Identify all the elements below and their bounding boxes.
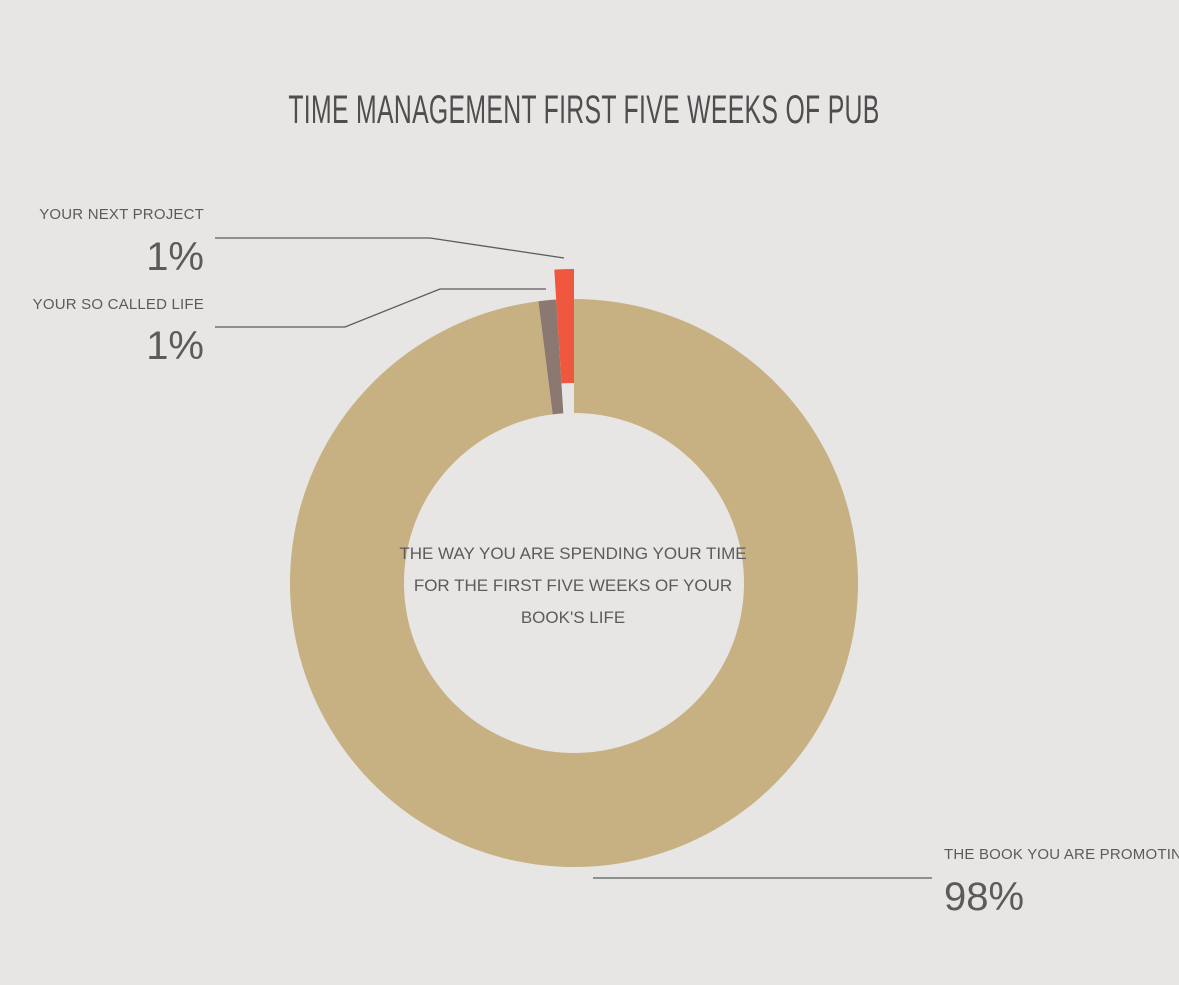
label-book-promoting: THE BOOK YOU ARE PROMOTING xyxy=(944,846,1179,863)
slice-next-project xyxy=(554,269,574,384)
leader-line-so-called-life xyxy=(215,288,546,328)
center-text-line-3: BOOK'S LIFE xyxy=(521,608,625,627)
chart-title: TIME MANAGEMENT FIRST FIVE WEEKS OF PUB xyxy=(288,88,880,132)
value-book-promoting: 98% xyxy=(944,875,1024,919)
label-next-project: YOUR NEXT PROJECT xyxy=(39,206,204,223)
center-text-line-1: THE WAY YOU ARE SPENDING YOUR TIME xyxy=(399,544,746,563)
slice-book-promoting xyxy=(289,299,858,867)
center-text-line-2: FOR THE FIRST FIVE WEEKS OF YOUR xyxy=(414,576,732,595)
value-so-called-life: 1% xyxy=(146,324,204,368)
leader-line-next-project xyxy=(215,237,565,259)
donut-slices xyxy=(289,269,858,867)
value-next-project: 1% xyxy=(146,235,204,279)
label-so-called-life: YOUR SO CALLED LIFE xyxy=(33,296,204,313)
slice-so-called-life xyxy=(538,299,564,415)
